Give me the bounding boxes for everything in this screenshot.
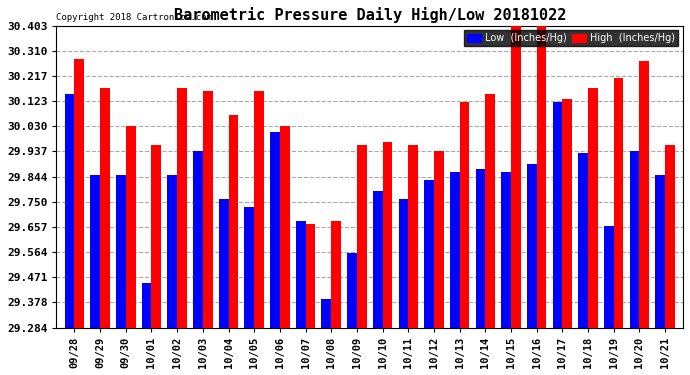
- Bar: [450, 172, 460, 328]
- Bar: [562, 99, 572, 328]
- Bar: [424, 180, 434, 328]
- Bar: [347, 253, 357, 328]
- Bar: [228, 116, 238, 328]
- Bar: [193, 151, 203, 328]
- Bar: [141, 283, 152, 328]
- Bar: [296, 221, 306, 328]
- Bar: [588, 88, 598, 328]
- Bar: [126, 126, 135, 328]
- Bar: [90, 175, 100, 328]
- Bar: [665, 145, 675, 328]
- Bar: [485, 94, 495, 328]
- Bar: [501, 172, 511, 328]
- Bar: [434, 151, 444, 328]
- Bar: [604, 226, 613, 328]
- Bar: [280, 126, 290, 328]
- Bar: [475, 170, 485, 328]
- Bar: [65, 94, 75, 328]
- Bar: [613, 78, 624, 328]
- Bar: [382, 142, 393, 328]
- Bar: [75, 59, 84, 328]
- Bar: [244, 207, 254, 328]
- Bar: [100, 88, 110, 328]
- Bar: [306, 224, 315, 328]
- Bar: [331, 221, 341, 328]
- Bar: [203, 91, 213, 328]
- Bar: [152, 145, 161, 328]
- Bar: [177, 88, 187, 328]
- Bar: [168, 175, 177, 328]
- Bar: [537, 21, 546, 328]
- Text: Copyright 2018 Cartronics.com: Copyright 2018 Cartronics.com: [57, 13, 213, 22]
- Bar: [656, 175, 665, 328]
- Legend: Low  (Inches/Hg), High  (Inches/Hg): Low (Inches/Hg), High (Inches/Hg): [464, 30, 678, 46]
- Bar: [399, 199, 408, 328]
- Bar: [553, 102, 562, 328]
- Bar: [270, 132, 280, 328]
- Bar: [630, 151, 640, 328]
- Bar: [527, 164, 537, 328]
- Bar: [322, 299, 331, 328]
- Bar: [219, 199, 228, 328]
- Bar: [373, 191, 382, 328]
- Bar: [578, 153, 588, 328]
- Bar: [511, 26, 521, 328]
- Title: Barometric Pressure Daily High/Low 20181022: Barometric Pressure Daily High/Low 20181…: [174, 7, 566, 23]
- Bar: [408, 145, 418, 328]
- Bar: [357, 145, 366, 328]
- Bar: [116, 175, 126, 328]
- Bar: [254, 91, 264, 328]
- Bar: [460, 102, 469, 328]
- Bar: [640, 62, 649, 328]
